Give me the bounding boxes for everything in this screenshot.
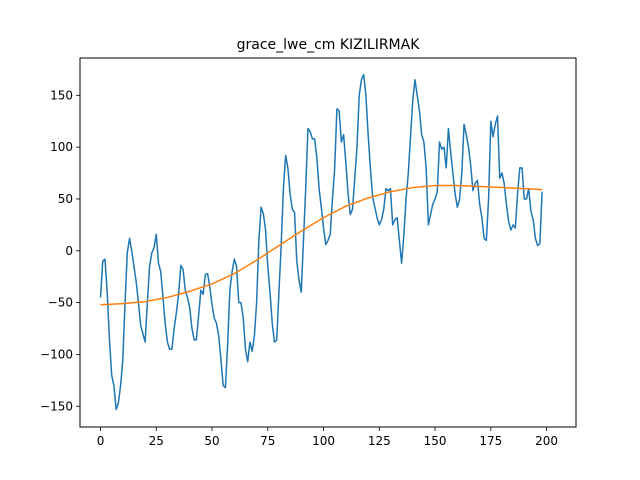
x-tick-label: 100 [312,434,335,448]
x-tick-label: 150 [424,434,447,448]
x-tick-label: 0 [97,434,105,448]
y-tick-label: 0 [65,244,73,258]
series-line-2 [100,184,543,306]
x-tick-label: 50 [204,434,219,448]
y-tick-label: 150 [50,88,73,102]
plot-frame [79,57,577,428]
series-layer [99,73,543,411]
chart-title: grace_lwe_cm KIZILIRMAK [237,37,421,53]
y-tick-label: 50 [58,192,73,206]
x-tick-label: 25 [149,434,164,448]
y-tick-label: −100 [40,347,73,361]
y-tick-label: −150 [40,399,73,413]
y-tick-label: 100 [50,140,73,154]
x-tick-label: 200 [535,434,558,448]
x-tick-label: 175 [479,434,502,448]
x-tick-label: 75 [260,434,275,448]
plot-area [99,73,543,411]
axes: 0 25 50 75 100 125 150 175 200 −150 −100 −50 0 50 100 1… [40,88,558,448]
y-tick-label: −50 [48,296,73,310]
series-line-1 [99,73,543,411]
x-tick-label: 125 [368,434,391,448]
